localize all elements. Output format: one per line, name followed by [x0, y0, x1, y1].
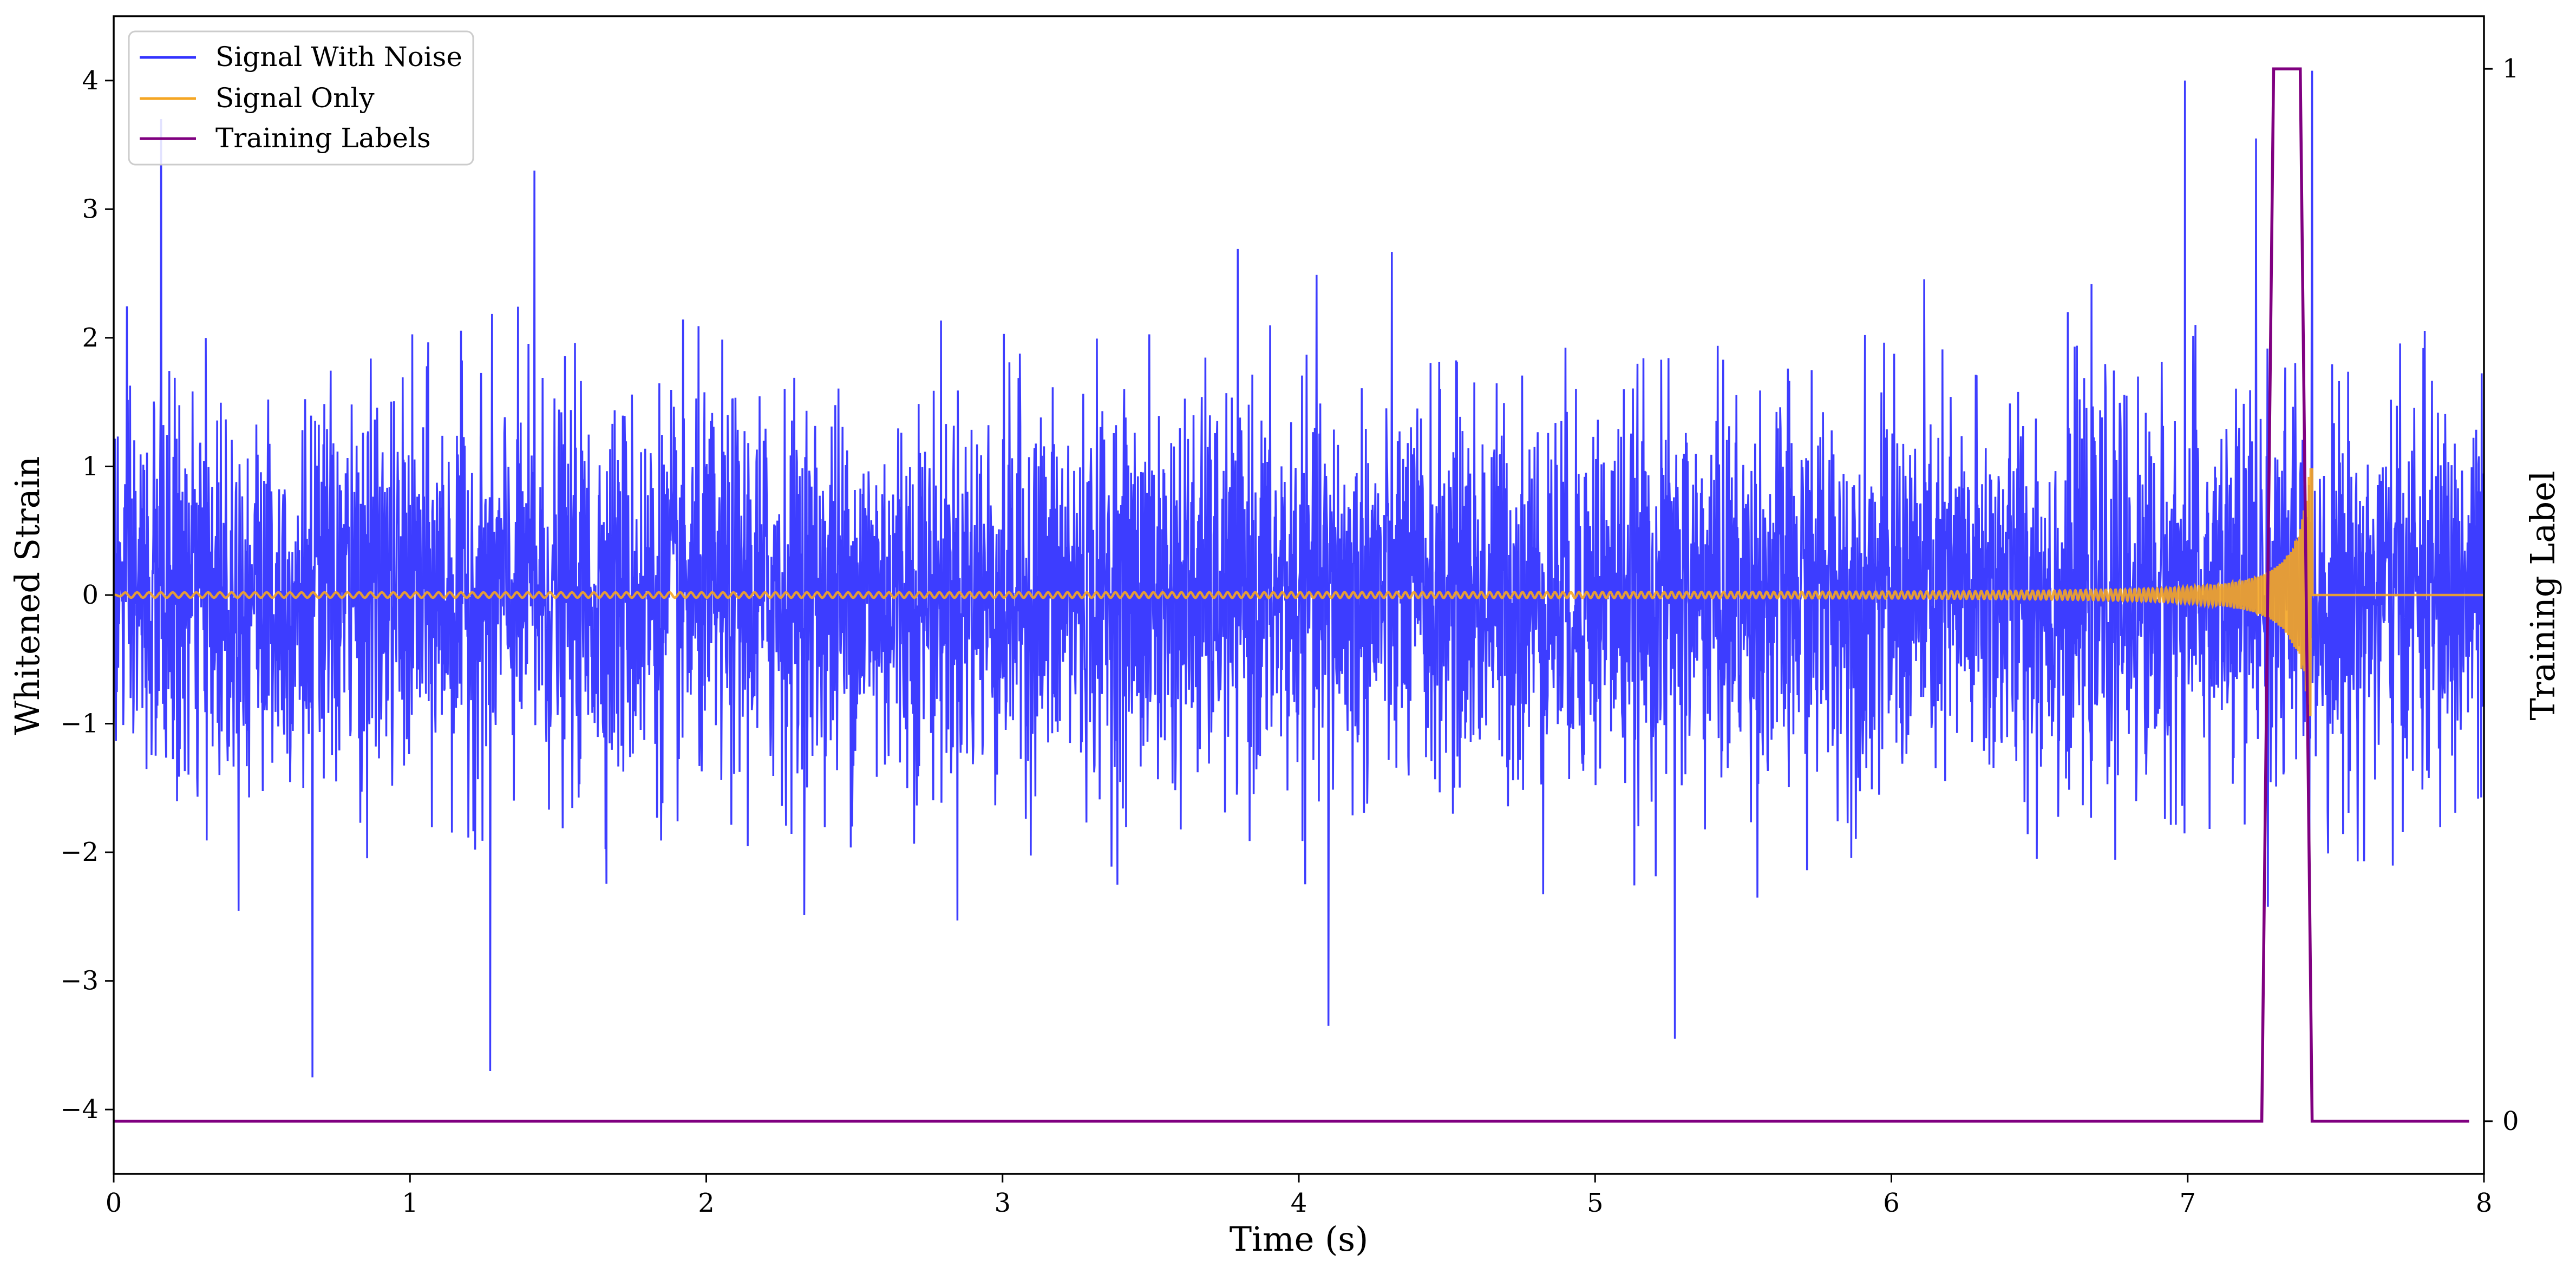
- y-tick-label: −4: [60, 1094, 99, 1125]
- series-line-signal-only: [114, 468, 2484, 716]
- legend-label-labels: Training Labels: [215, 122, 431, 154]
- y-tick-label: 0: [82, 580, 99, 610]
- y-tick-label: 2: [82, 323, 99, 353]
- y-tick-label: 4: [82, 66, 99, 96]
- legend-label-noise: Signal With Noise: [215, 41, 462, 73]
- series-line-signal-with-noise: [114, 70, 2484, 1077]
- x-tick-label: 7: [2179, 1188, 2196, 1218]
- x-tick-label: 5: [1587, 1188, 1604, 1218]
- series-line-training-labels: [114, 67, 2469, 1123]
- x-tick-label: 8: [2476, 1188, 2493, 1218]
- x-tick-label: 2: [698, 1188, 715, 1218]
- x-tick-label: 4: [1291, 1188, 1307, 1218]
- y2-axis-title: Training Label: [2523, 471, 2562, 720]
- y2-tick-label: 0: [2502, 1106, 2519, 1136]
- y-axis-left: −4 −3 −2 −1 0 1 2 3 4: [60, 66, 114, 1125]
- y-tick-label: −1: [60, 709, 99, 739]
- y-tick-label: −2: [60, 837, 99, 867]
- y-axis-title: Whitened Strain: [8, 456, 47, 735]
- legend-label-signal: Signal Only: [215, 82, 375, 114]
- x-tick-label: 6: [1883, 1188, 1900, 1218]
- y-axis-right: 01: [2484, 54, 2519, 1136]
- x-axis-title: Time (s): [1230, 1219, 1369, 1259]
- x-tick-label: 1: [402, 1188, 419, 1218]
- y-tick-label: −3: [60, 966, 99, 996]
- x-axis: 0 1 2 3 4 5 6 7 8: [106, 1174, 2493, 1218]
- legend-box: [128, 30, 474, 166]
- x-tick-label: 0: [106, 1188, 122, 1218]
- y-tick-label: 1: [82, 451, 99, 481]
- y-tick-label: 3: [82, 194, 99, 224]
- y2-tick-label: 1: [2502, 54, 2519, 84]
- x-tick-label: 3: [994, 1188, 1011, 1218]
- plot-series: [114, 67, 2484, 1123]
- legend: Signal With Noise Signal Only Training L…: [128, 30, 474, 166]
